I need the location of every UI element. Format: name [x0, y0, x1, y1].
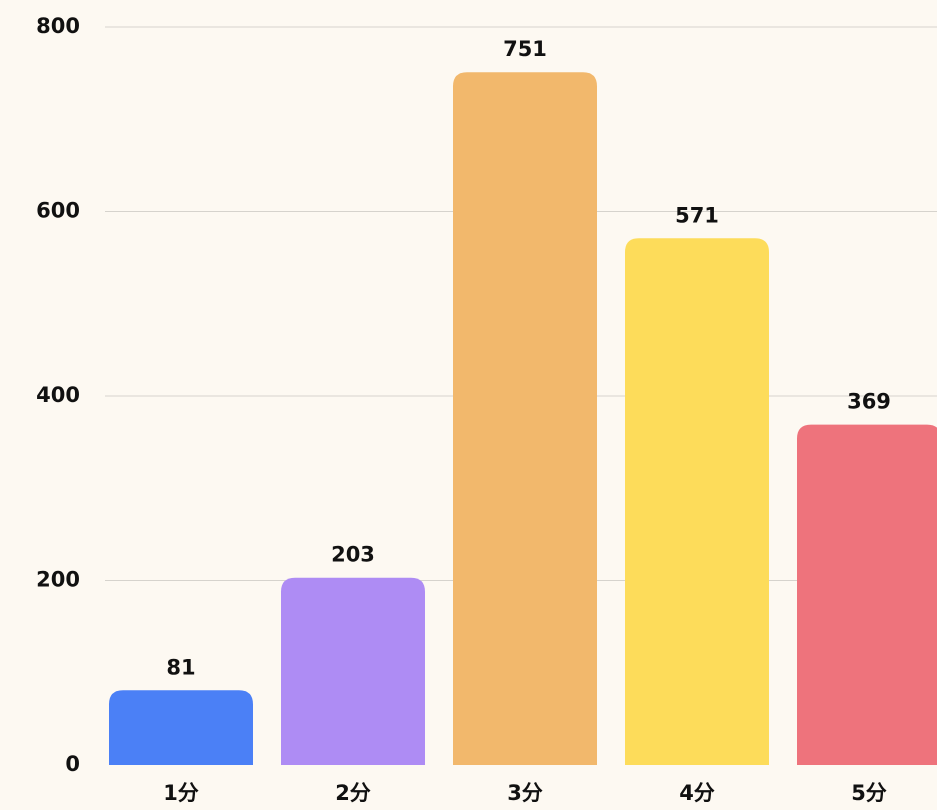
value-label: 369 — [847, 390, 891, 414]
value-label: 203 — [331, 543, 375, 567]
x-tick-label: 1分 — [163, 781, 199, 805]
x-tick-label: 3分 — [507, 781, 543, 805]
y-tick-label: 600 — [36, 199, 80, 223]
y-tick-label: 800 — [36, 14, 80, 38]
value-label: 751 — [503, 37, 547, 61]
bar — [797, 424, 937, 765]
x-tick-label: 2分 — [335, 781, 371, 805]
value-label: 81 — [166, 655, 195, 679]
bar — [453, 72, 597, 765]
x-tick-label: 4分 — [679, 781, 715, 805]
value-label: 571 — [675, 203, 719, 227]
bar — [281, 577, 425, 765]
y-tick-label: 200 — [36, 568, 80, 592]
y-tick-label: 400 — [36, 383, 80, 407]
y-tick-label: 0 — [65, 752, 80, 776]
bar — [625, 238, 769, 765]
bar — [109, 690, 253, 765]
x-tick-label: 5分 — [851, 781, 887, 805]
